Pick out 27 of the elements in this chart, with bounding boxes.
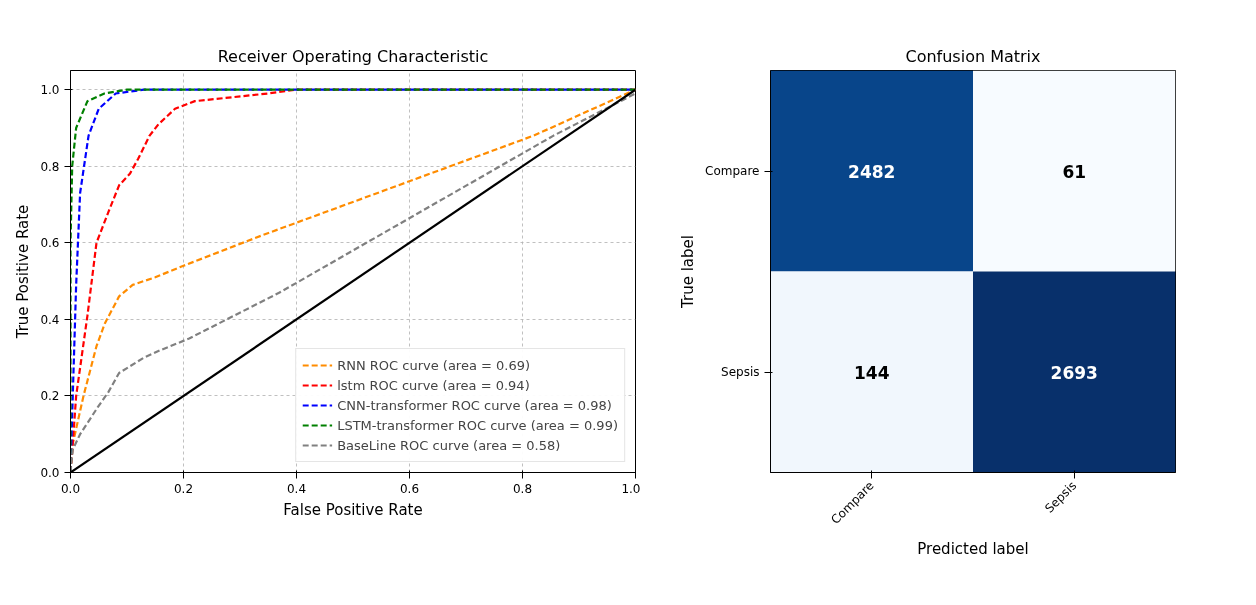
x-tick-label: 1.0 bbox=[621, 481, 641, 496]
y-tick-label: 0.4 bbox=[40, 312, 60, 327]
data-label: 61 bbox=[1062, 161, 1087, 182]
chart-title: Receiver Operating Characteristic bbox=[217, 46, 489, 66]
data-label: 2693 bbox=[1050, 362, 1098, 383]
x-axis-title: False Positive Rate bbox=[283, 500, 423, 519]
legend-label: lstm ROC curve (area = 0.94) bbox=[337, 377, 530, 393]
data-label: 2482 bbox=[848, 161, 896, 182]
y-tick-label: 0.8 bbox=[40, 159, 60, 174]
chart-title: Confusion Matrix bbox=[905, 46, 1041, 66]
legend-label: RNN ROC curve (area = 0.69) bbox=[337, 357, 531, 373]
legend-label: LSTM-transformer ROC curve (area = 0.99) bbox=[337, 417, 618, 433]
y-axis-title: True Positive Rate bbox=[14, 204, 33, 340]
x-tick-label: 0.2 bbox=[173, 481, 194, 496]
x-tick-label: 0.8 bbox=[512, 481, 533, 496]
y-tick-label: 0.6 bbox=[40, 236, 60, 251]
y-tick-label: 0.0 bbox=[40, 466, 60, 480]
data-label: 144 bbox=[854, 362, 890, 383]
y-axis-title: True label bbox=[679, 235, 698, 309]
legend-label: CNN-transformer ROC curve (area = 0.98) bbox=[337, 397, 612, 413]
x-tick-label: 0.0 bbox=[60, 481, 81, 496]
y-tick-label: 0.2 bbox=[40, 389, 60, 404]
x-tick-label: 0.6 bbox=[399, 481, 420, 496]
y-tick-label: 1.0 bbox=[40, 83, 60, 98]
x-axis-title: Predicted label bbox=[917, 539, 1029, 558]
x-tick-label: 0.4 bbox=[286, 481, 307, 496]
legend-label: BaseLine ROC curve (area = 0.58) bbox=[337, 437, 561, 453]
